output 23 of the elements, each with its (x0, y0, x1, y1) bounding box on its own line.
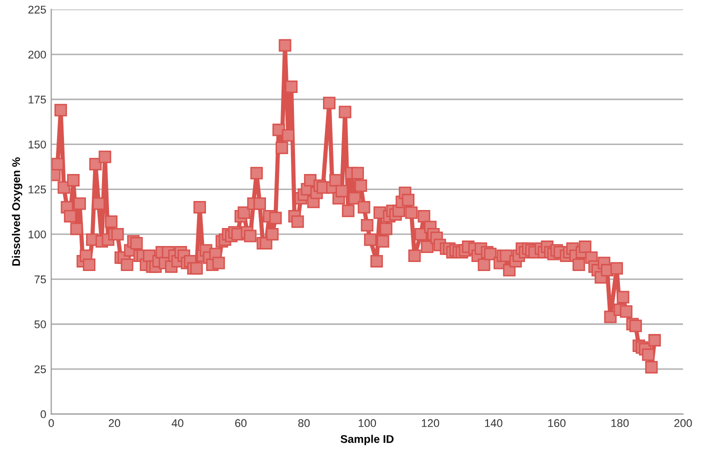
y-tick-label: 25 (34, 365, 46, 374)
x-tick-label: 140 (485, 419, 502, 428)
x-tick-label: 120 (422, 419, 440, 428)
y-tick-label: 100 (28, 230, 46, 238)
y-tick-label: 175 (28, 96, 46, 104)
y-tick-label: 150 (28, 140, 46, 148)
y-tick-label: 50 (34, 320, 46, 328)
x-tick-label: 160 (548, 419, 566, 428)
y-tick-label: 200 (28, 50, 46, 59)
x-tick-label: 40 (172, 419, 184, 428)
x-tick-label: 80 (298, 419, 310, 428)
x-tick-label: 200 (674, 419, 692, 428)
y-tick-label: 225 (28, 6, 46, 14)
x-tick-label: 100 (358, 419, 376, 428)
x-tick-label: 60 (235, 419, 247, 428)
x-axis-title: Sample ID (340, 434, 394, 446)
x-tick-label: 20 (108, 419, 120, 428)
y-tick-label: 75 (34, 276, 46, 284)
x-tick-label: 0 (48, 419, 54, 428)
y-tick-label: 0 (40, 410, 46, 418)
y-axis-title: Dissolved Oxygen % (12, 157, 22, 266)
x-tick-label: 180 (611, 419, 629, 428)
y-tick-label: 125 (28, 186, 46, 194)
